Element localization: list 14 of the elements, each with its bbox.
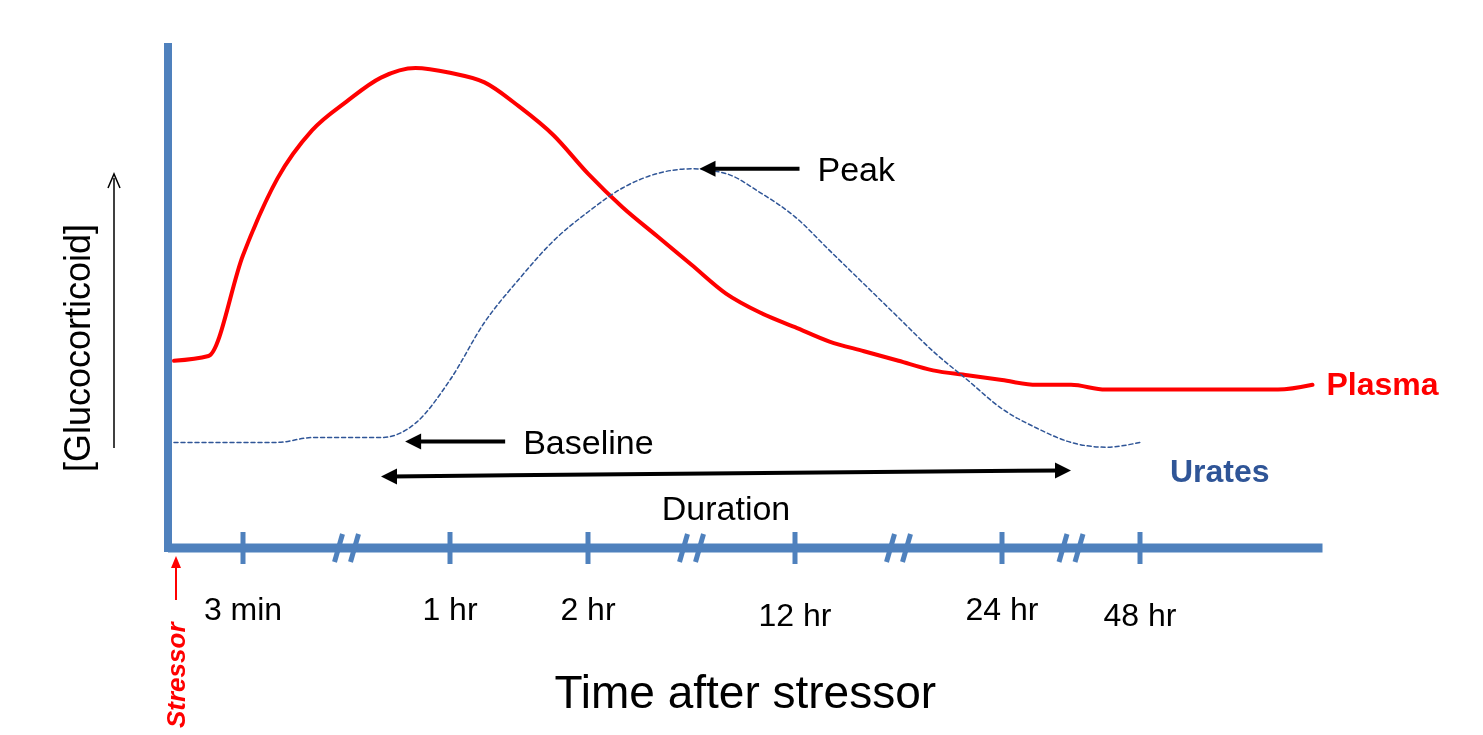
annotation: Duration: [661, 489, 791, 528]
x-tick-label: 1 hr: [422, 591, 478, 627]
y-axis-title: [Glucocorticoid]: [57, 223, 98, 473]
x-tick-label: 2 hr: [560, 591, 616, 627]
x-tick-label: 3 min: [203, 591, 283, 627]
series-label: Plasma: [1326, 365, 1439, 402]
text: Stressor: [161, 620, 191, 728]
series-label: Urates: [1170, 453, 1270, 490]
annotation: Baseline: [523, 422, 654, 461]
x-axis-title: Time after stressor: [554, 666, 937, 718]
x-tick-label: 24 hr: [965, 591, 1039, 627]
annotation: Peak: [817, 149, 896, 188]
x-tick-label: 48 hr: [1103, 597, 1177, 633]
x-tick-label: 12 hr: [758, 597, 832, 633]
